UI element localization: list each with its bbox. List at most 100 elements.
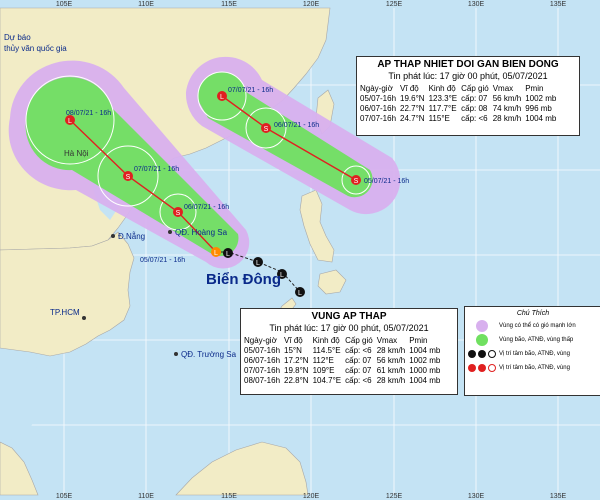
legend-label: Vị trí tâm bão, ATNĐ, vùng — [499, 351, 570, 357]
svg-text:L: L — [220, 94, 224, 101]
gulf-of-thailand — [0, 362, 48, 442]
table-cell: 05/07-16h — [244, 346, 281, 355]
table-cell: cấp: 07 — [345, 356, 372, 365]
table-row: 06/07-16h 22.7°N 117.7°E cấp: 08 74 km/h… — [360, 104, 560, 114]
table-cell: 24.7°N — [400, 114, 425, 123]
place-hanoi: Hà Nội — [64, 149, 89, 158]
table-cell: 996 mb — [525, 104, 552, 113]
red-marker-symbols — [465, 364, 499, 372]
table-cell: 114.5°E — [312, 346, 341, 355]
table-cell: 07/07-16h — [244, 366, 281, 375]
table-cell: 06/07-16h — [244, 356, 281, 365]
legend-item: Vùng bão, ATNĐ, vùng thấp — [465, 333, 600, 347]
table-cell: 1004 mb — [525, 114, 557, 123]
svg-text:07/07/21 - 16h: 07/07/21 - 16h — [134, 166, 179, 173]
table-cell: 1002 mb — [409, 356, 441, 365]
table-cell: 15°N — [284, 346, 302, 355]
place-danang: Đ.Nẵng — [118, 232, 145, 241]
svg-text:05/07/21 - 16h: 05/07/21 - 16h — [364, 178, 409, 185]
svg-text:S: S — [126, 174, 131, 181]
svg-text:S: S — [176, 210, 181, 217]
table-cell: 07/07-16h — [360, 114, 397, 123]
svg-text:08/07/21 - 16h: 08/07/21 - 16h — [66, 110, 111, 117]
svg-text:115E: 115E — [221, 1, 237, 8]
svg-text:125E: 125E — [386, 1, 403, 8]
col-header: Vmax — [492, 84, 514, 93]
table-cell: 06/07-16h — [360, 104, 397, 113]
col-header: Ngày-giờ — [244, 336, 277, 345]
svg-text:06/07/21 - 16h: 06/07/21 - 16h — [184, 204, 229, 211]
visayas-islands — [317, 269, 347, 295]
map-legend: Chú Thích Vùng có thể có gió mạnh lớn Vù… — [464, 306, 600, 396]
col-header: Cấp gió — [345, 336, 373, 345]
col-header: Ngày-giờ — [360, 84, 393, 93]
legend-label: Vùng có thể có gió mạnh lớn — [499, 323, 576, 329]
svg-text:L: L — [226, 251, 230, 258]
legend-item: Vị trí tâm bão, ATNĐ, vùng — [465, 361, 600, 375]
place-danang-dot — [111, 234, 115, 238]
table-header-row: Ngày-giờ Vĩ độ Kinh độ Cấp gió Vmax Pmin — [244, 336, 444, 346]
track-labels-north: 07/07/21 - 16h 06/07/21 - 16h 05/07/21 -… — [228, 87, 409, 185]
col-header: Vmax — [376, 336, 398, 345]
table-cell: 56 km/h — [376, 356, 406, 365]
svg-text:105E: 105E — [56, 493, 73, 500]
table-cell: 117.7°E — [428, 104, 457, 113]
svg-text:130E: 130E — [468, 493, 485, 500]
col-header: Kinh độ — [312, 336, 340, 345]
table-cell: 109°E — [312, 366, 335, 375]
low-pressure-info-box: VUNG AP THAP Tin phát lúc: 17 giờ 00 phú… — [240, 308, 458, 395]
place-hoangsa: QĐ. Hoàng Sa — [175, 228, 228, 237]
svg-text:L: L — [280, 272, 284, 279]
col-header: Kinh độ — [428, 84, 456, 93]
agency-line-2: thủy văn quốc gia — [4, 44, 67, 53]
legend-label: Vị trí tâm bão, ATNĐ, vùng — [499, 365, 570, 371]
legend-item: Vùng có thể có gió mạnh lớn — [465, 319, 600, 333]
table-cell: cấp: 07 — [461, 94, 488, 103]
table-cell: 112°E — [312, 356, 334, 365]
track-line-south — [69, 119, 217, 253]
svg-text:135E: 135E — [550, 493, 567, 500]
col-header: Pmin — [525, 84, 544, 93]
box1-issued: Tin phát lúc: 17 giờ 00 phút, 05/07/2021 — [388, 71, 548, 81]
table-row: 06/07-16h 17.2°N 112°E cấp: 07 56 km/h 1… — [244, 356, 444, 366]
agency-line-1: Dự báo — [4, 33, 31, 42]
table-header-row: Ngày-giờ Vĩ độ Kinh độ Cấp gió Vmax Pmin — [360, 84, 560, 94]
box1-table: Ngày-giờ Vĩ độ Kinh độ Cấp gió Vmax Pmin… — [360, 84, 560, 124]
table-row: 07/07-16h 24.7°N 115°E cấp: <6 28 km/h 1… — [360, 114, 560, 124]
table-row: 05/07-16h 19.6°N 123.3°E cấp: 07 56 km/h… — [360, 94, 560, 104]
table-cell: 17.2°N — [284, 356, 309, 365]
tropical-depression-info-box: AP THAP NHIET DOI GAN BIEN DONG Tin phát… — [356, 56, 580, 136]
svg-text:L: L — [214, 250, 218, 257]
table-cell: 123.3°E — [428, 94, 458, 103]
col-header: Pmin — [409, 336, 428, 345]
green-zone-swatch — [476, 334, 488, 346]
place-truongsa: QĐ. Trường Sa — [181, 350, 237, 359]
place-hoangsa-dot — [168, 230, 172, 234]
table-cell: 28 km/h — [492, 114, 522, 123]
table-cell: 1000 mb — [409, 366, 441, 375]
svg-text:110E: 110E — [138, 1, 154, 8]
legend-label: Vùng bão, ATNĐ, vùng thấp — [499, 337, 574, 343]
table-cell: 19.6°N — [400, 94, 425, 103]
table-cell: 56 km/h — [492, 94, 522, 103]
luzon-island — [299, 189, 335, 263]
table-cell: 22.8°N — [284, 376, 309, 385]
table-cell: 05/07-16h — [360, 94, 397, 103]
svg-text:07/07/21 - 16h: 07/07/21 - 16h — [228, 87, 273, 94]
svg-text:105E: 105E — [56, 1, 73, 8]
malay-peninsula — [0, 441, 39, 496]
table-cell: 1002 mb — [525, 94, 557, 103]
table-row: 07/07-16h 19.8°N 109°E cấp: 07 61 km/h 1… — [244, 366, 444, 376]
table-cell: 28 km/h — [376, 346, 406, 355]
black-marker-symbols — [465, 350, 499, 358]
svg-text:L: L — [256, 260, 260, 267]
box2-table: Ngày-giờ Vĩ độ Kinh độ Cấp gió Vmax Pmin… — [244, 336, 444, 386]
table-cell: 08/07-16h — [244, 376, 281, 385]
place-hcm: TP.HCM — [50, 308, 80, 317]
table-cell: 22.7°N — [400, 104, 425, 113]
svg-text:L: L — [68, 118, 72, 125]
svg-text:135E: 135E — [550, 1, 567, 8]
svg-text:S: S — [354, 178, 359, 185]
table-cell: cấp: 08 — [461, 104, 488, 113]
col-header: Cấp gió — [461, 84, 489, 93]
